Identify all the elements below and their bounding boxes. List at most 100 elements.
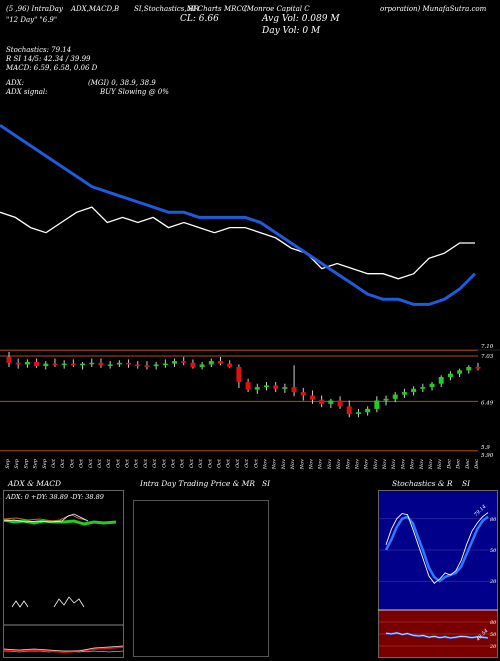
- candle-up: [199, 364, 205, 367]
- x-tick-label: 31 Oct: [253, 458, 259, 470]
- x-tick-label: 15 Oct: [143, 458, 149, 470]
- candle-down: [218, 361, 224, 364]
- intraday-title: Intra Day Trading Price & MR: [140, 479, 256, 488]
- header-indicators-2: SI,Stochastics,MR: [134, 5, 200, 13]
- adx-wave-1: [11, 600, 29, 608]
- x-tick-label: 05 Nov: [281, 459, 287, 470]
- candle-up: [392, 394, 398, 399]
- y-tick-label: 5.90: [481, 453, 494, 459]
- x-tick-label: 02 Dec: [446, 459, 452, 470]
- candle-up: [172, 361, 178, 364]
- candle-down: [98, 362, 104, 366]
- x-tick-label: 08 Oct: [97, 458, 103, 470]
- candle-down: [181, 361, 187, 363]
- info-rsi: R SI 14/5: 42.34 / 39.99: [6, 55, 91, 63]
- stoch-tick-label: 50: [490, 548, 497, 554]
- candle-up: [162, 363, 168, 366]
- x-tick-label: 01 Oct: [51, 458, 57, 470]
- rsi-tick-label: 80: [490, 620, 497, 626]
- candle-up: [282, 387, 288, 389]
- candle-up: [89, 362, 95, 365]
- y-tick-label: 6.49: [481, 400, 494, 406]
- candle-up: [429, 383, 435, 388]
- x-tick-label: 18 Nov: [364, 459, 370, 470]
- x-tick-label: 09 Oct: [106, 458, 112, 470]
- x-tick-label: 02 Oct: [60, 458, 66, 470]
- rsi-white-line: [385, 632, 489, 639]
- info-mgi: (MGI) 0, 38.9, 38.9: [88, 79, 156, 87]
- header-company: (Monroe Capital C: [244, 5, 310, 13]
- candle-down: [337, 400, 343, 407]
- candle-down: [291, 387, 297, 393]
- stoch-k-line: [385, 512, 489, 584]
- x-tick-label: 17 Oct: [161, 458, 167, 470]
- x-tick-label: 16 Oct: [152, 458, 158, 470]
- candle-down: [190, 362, 196, 367]
- candle-up: [438, 377, 444, 384]
- x-tick-label: 04 Nov: [272, 459, 278, 470]
- candle-down: [236, 366, 242, 383]
- adx-macd-panel: ADX: 0 +DY: 38.89 -DY: 38.89: [3, 490, 124, 658]
- x-tick-label: 21 Oct: [180, 458, 186, 470]
- header-indicators-3: SI Charts: [188, 5, 222, 13]
- x-tick-label: 30 Sep: [42, 458, 48, 470]
- x-tick-label: 14 Nov: [345, 459, 351, 470]
- x-tick-label: 03 Dec: [456, 459, 462, 470]
- x-tick-label: 21 Nov: [391, 459, 397, 470]
- x-tick-label: 03 Oct: [69, 458, 75, 470]
- x-tick-label: 28 Oct: [226, 458, 232, 470]
- x-tick-label: 22 Nov: [400, 459, 406, 470]
- x-tick-label: 23 Oct: [198, 458, 204, 470]
- stoch-tick-label: 20: [489, 579, 497, 585]
- candle-down: [475, 366, 481, 369]
- x-tick-label: 11 Oct: [125, 458, 131, 470]
- x-tick-label: 15 Nov: [354, 459, 360, 470]
- stoch-tick-label: 80: [490, 517, 497, 523]
- x-tick-label: 08 Nov: [308, 459, 314, 470]
- adx-value-label: ADX: 0: [6, 493, 29, 501]
- x-tick-label: 11 Nov: [318, 459, 324, 470]
- x-tick-label: 07 Oct: [88, 458, 94, 470]
- x-tick-label: 24 Sep: [5, 458, 11, 470]
- x-tick-label: 22 Oct: [189, 458, 195, 470]
- candle-down: [346, 406, 352, 414]
- x-tick-label: 27 Sep: [33, 458, 39, 470]
- candle-up: [383, 398, 389, 401]
- candle-down: [245, 382, 251, 390]
- header-company-2: orporation) MunafaSutra.com: [380, 5, 487, 13]
- x-tick-label: 24 Oct: [207, 458, 213, 470]
- candle-down: [300, 392, 306, 396]
- adx-label-row: ADX: 0 +DY: 38.89 -DY: 38.89: [6, 493, 104, 501]
- minus-dy-line: [3, 514, 87, 522]
- header-date: (5 ,96) IntraDay: [6, 5, 63, 13]
- plus-dy-label: +DY: 38.89: [31, 493, 69, 501]
- moving-average-line: [0, 123, 477, 306]
- candle-down: [227, 363, 233, 367]
- x-tick-label: 29 Nov: [437, 459, 443, 470]
- candle-down: [70, 363, 76, 366]
- candle-up: [457, 370, 463, 374]
- candle-down: [144, 365, 150, 367]
- candle-down: [52, 363, 58, 366]
- candlestick-chart: 7.10 7.03 6.49 5.9 5.90 24 Sep 25 Sep 26 Sep 27 …: [0, 344, 500, 470]
- x-tick-label: 04 Dec: [465, 459, 471, 470]
- rsi-tick-label: 20: [489, 644, 497, 650]
- x-tick-label: 25 Oct: [217, 458, 223, 470]
- minus-dy-label: -DY: 38.89: [70, 493, 104, 501]
- candle-up: [107, 364, 113, 366]
- adx-area: [4, 491, 123, 625]
- info-macd: MACD: 6.59, 6.58, 0.06 D: [6, 64, 98, 72]
- x-tick-label: 26 Nov: [419, 459, 425, 470]
- intraday-panel: [133, 500, 269, 657]
- candle-up: [208, 361, 214, 365]
- candle-up: [263, 385, 269, 388]
- info-adx: ADX:: [6, 79, 25, 87]
- header-indicators-1: ADX,MACD,B: [71, 5, 120, 13]
- candle-up: [80, 363, 86, 366]
- x-tick-label: 01 Nov: [262, 459, 268, 470]
- moving-average-chart: [0, 123, 477, 306]
- candle-up: [401, 392, 407, 395]
- candle-up: [153, 364, 159, 367]
- candle-down: [309, 395, 315, 400]
